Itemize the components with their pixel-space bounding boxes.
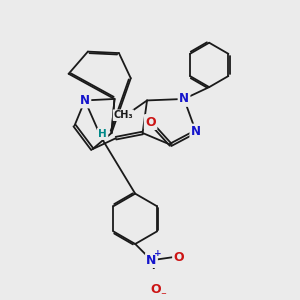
Text: +: + [154, 249, 162, 258]
Text: N: N [179, 92, 189, 106]
Text: N: N [146, 254, 157, 267]
Text: N: N [191, 125, 201, 138]
Text: H: H [98, 129, 107, 139]
Text: O: O [151, 283, 161, 296]
Text: O: O [173, 251, 184, 264]
Text: O: O [145, 116, 156, 128]
Text: ⁻: ⁻ [160, 291, 166, 300]
Text: CH₃: CH₃ [114, 110, 133, 120]
Text: N: N [80, 94, 90, 107]
